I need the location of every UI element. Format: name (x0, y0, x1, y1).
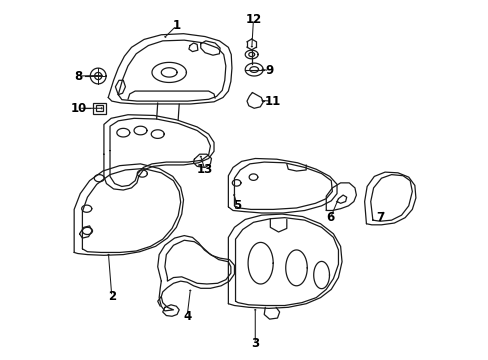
Text: 10: 10 (71, 102, 87, 115)
Text: 1: 1 (172, 19, 180, 32)
Text: 5: 5 (233, 199, 241, 212)
Text: 2: 2 (107, 290, 116, 303)
Text: 6: 6 (326, 211, 334, 224)
Text: 9: 9 (265, 64, 273, 77)
Text: 3: 3 (251, 337, 259, 350)
Bar (96, 105, 102, 111)
Text: 4: 4 (183, 310, 191, 323)
Text: 8: 8 (75, 69, 83, 82)
Text: 11: 11 (264, 95, 280, 108)
Bar (93, 103, 105, 114)
Text: 13: 13 (197, 163, 213, 176)
Text: 7: 7 (376, 211, 384, 224)
Text: 12: 12 (245, 13, 261, 26)
